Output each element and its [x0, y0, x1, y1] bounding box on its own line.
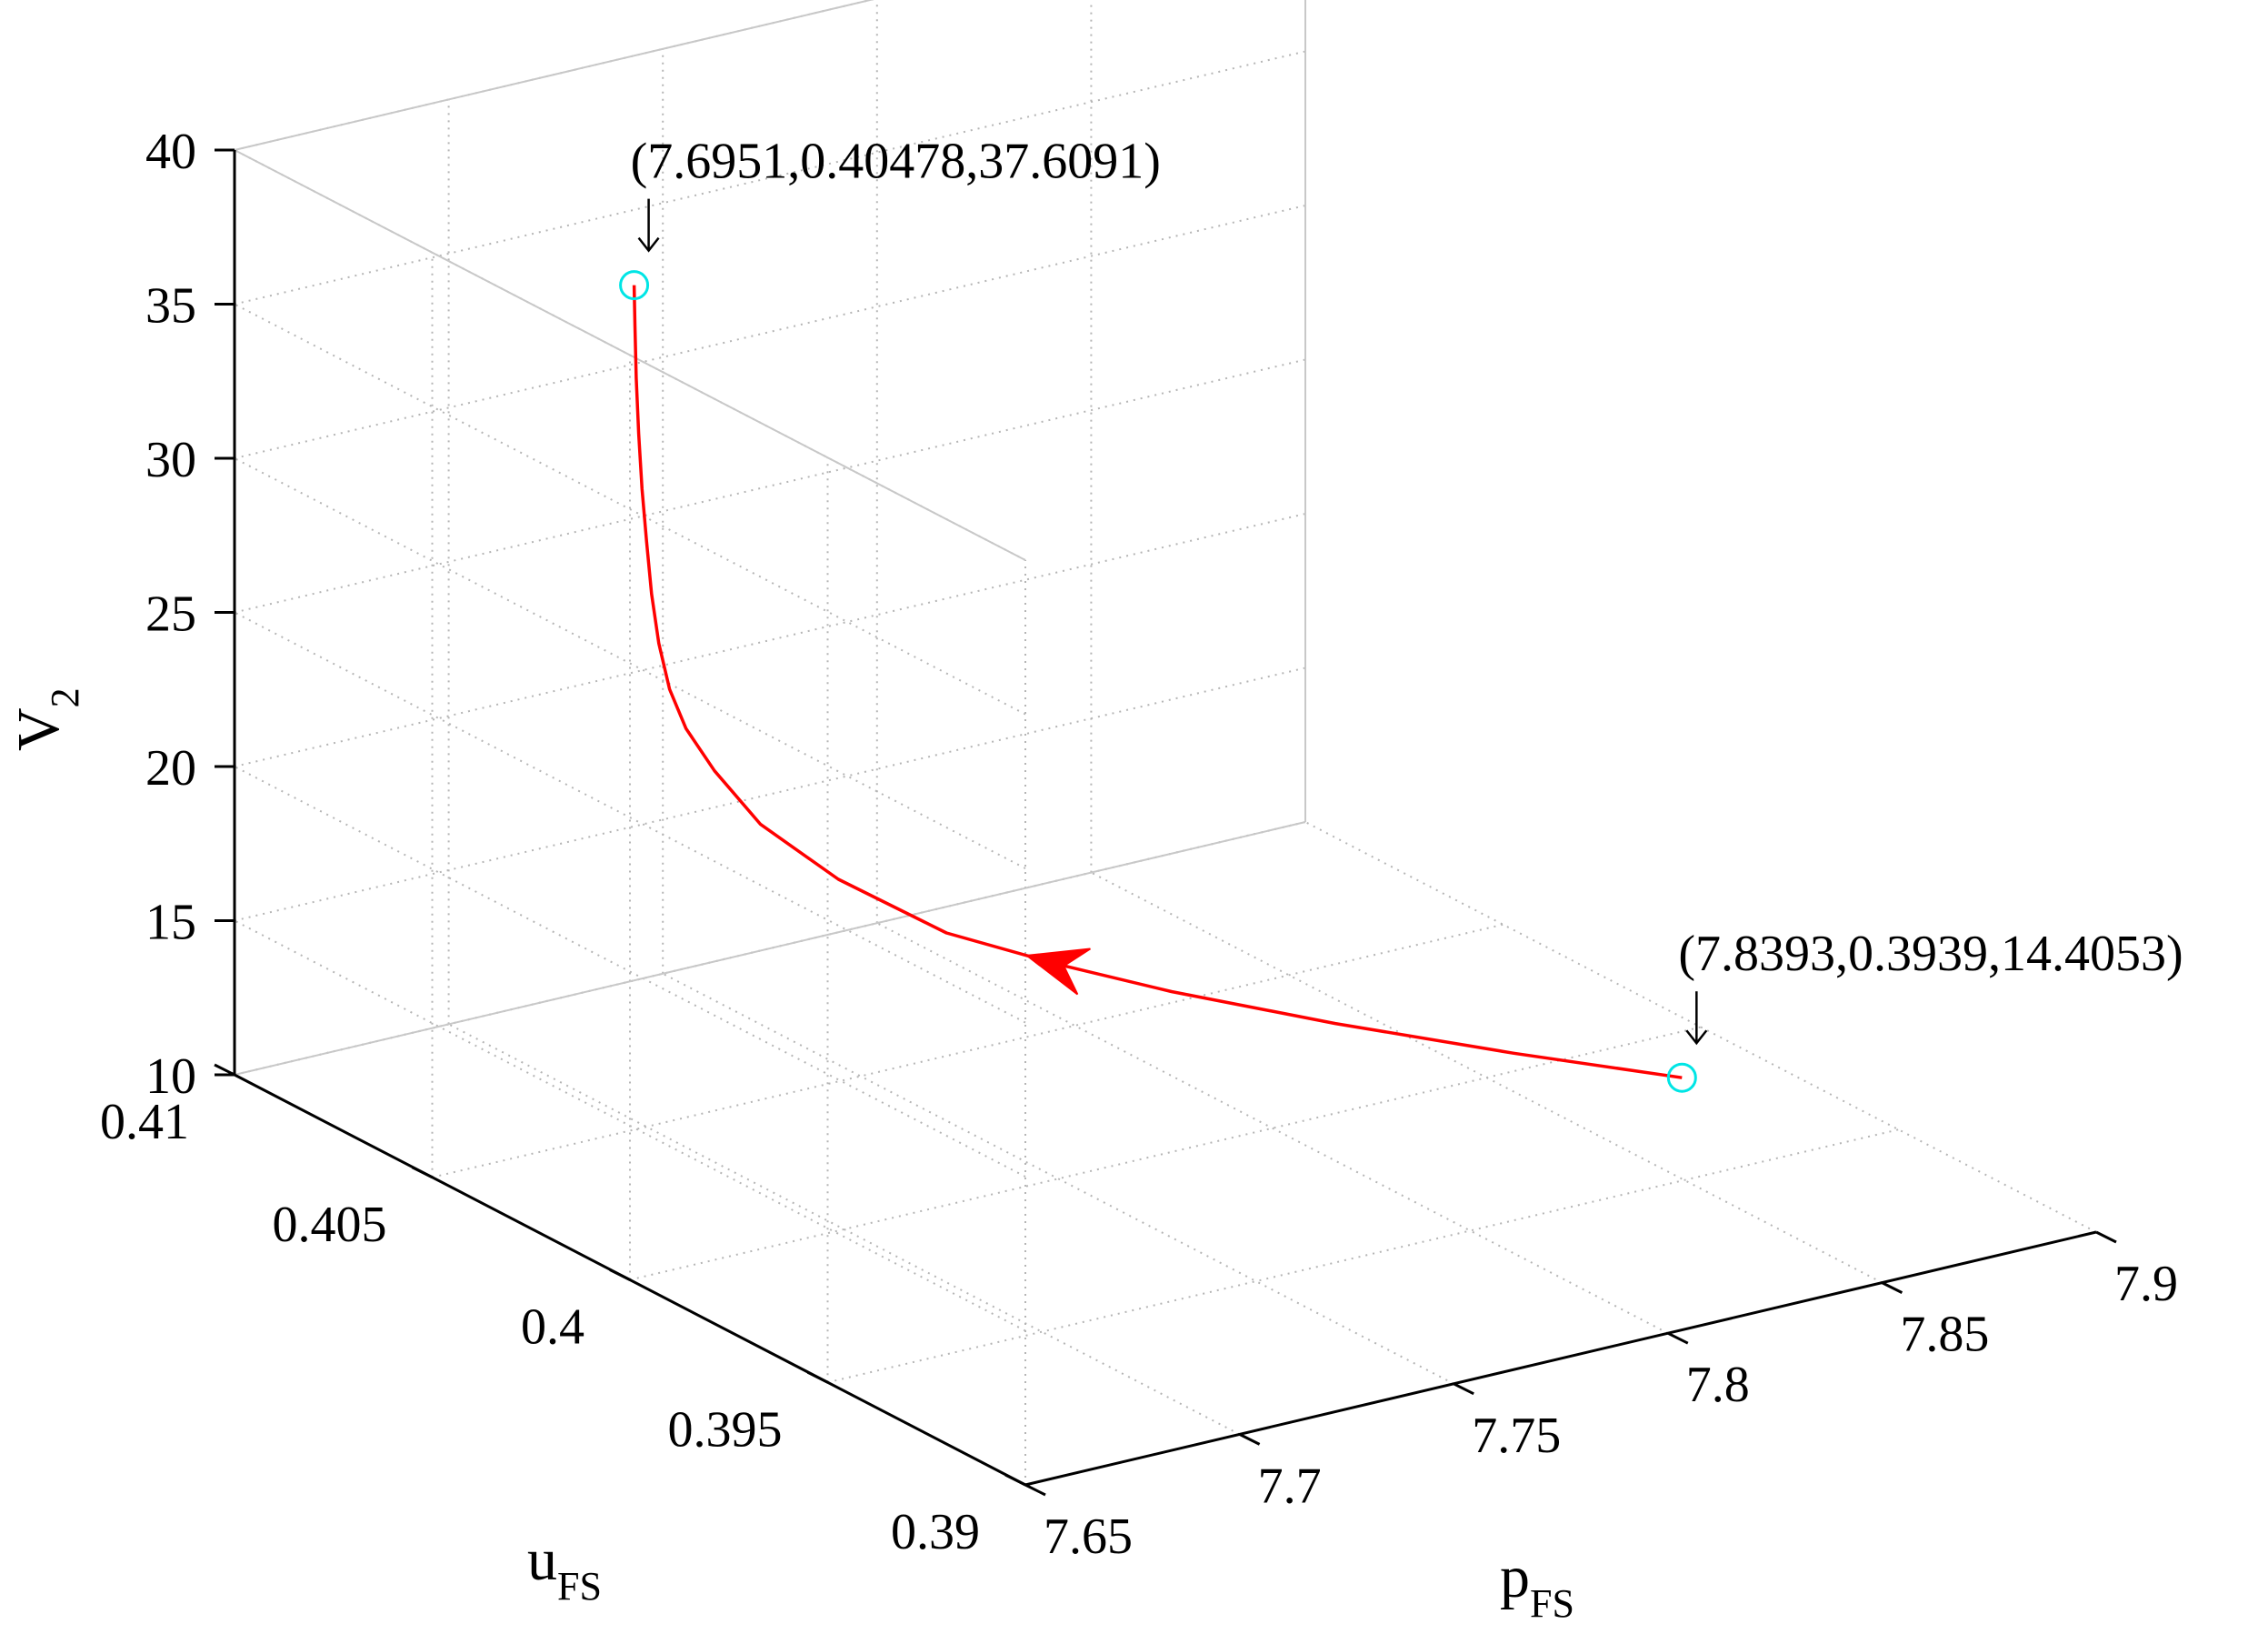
x-axis-label-subscript: FS — [1530, 1581, 1574, 1626]
grid-line-wall-right-z — [234, 50, 1306, 306]
grid-line-floor-y — [629, 1026, 1702, 1281]
z-tick-label: 30 — [145, 432, 196, 488]
axis-ticks: 10 15 20 25 30 35 40 0.39 0.395 0.4 0.405 0.41 7.65 7… — [100, 124, 2178, 1565]
z-tick-label: 20 — [145, 740, 196, 797]
grid-line-floor-x — [448, 1023, 1241, 1436]
x-tick-label: 7.85 — [1900, 1307, 1989, 1363]
y-tick-label: 0.4 — [521, 1299, 584, 1356]
y-tick — [1004, 1473, 1026, 1487]
x-tick — [2095, 1230, 2117, 1244]
point-annotation: (7.8393,0.3939,14.4053) — [1678, 926, 2183, 982]
x-tick — [1024, 1483, 1046, 1497]
annotations: (7.6951,0.40478,37.6091) (7.8393,0.3939,1… — [631, 134, 2183, 1046]
x-tick — [1881, 1281, 1903, 1294]
y-tick — [806, 1370, 829, 1384]
y-tick — [609, 1268, 631, 1281]
grid-line-wall-left-z — [234, 457, 1026, 869]
z-tick-label: 35 — [145, 278, 196, 335]
x-axis-label: pFS — [1500, 1544, 1574, 1626]
grid-line-wall-right-z — [234, 667, 1306, 922]
x-tick-label: 7.65 — [1044, 1509, 1133, 1565]
grid-line-floor-y — [432, 923, 1504, 1178]
x-tick-label: 7.7 — [1258, 1458, 1322, 1514]
y-axis-label-main: u — [527, 1527, 557, 1593]
y-axis-label-subscript: FS — [557, 1564, 602, 1609]
z-tick-label: 40 — [145, 124, 196, 180]
z-axis-label-subscript: 2 — [43, 687, 87, 707]
z-tick-label: 25 — [145, 586, 196, 643]
z-tick-label: 10 — [145, 1048, 196, 1105]
x-tick-label: 7.75 — [1472, 1408, 1561, 1464]
grid-line-wall-left-z — [234, 611, 1026, 1024]
grid-line-floor-x — [1304, 821, 2097, 1233]
point-annotation: (7.6951,0.40478,37.6091) — [631, 134, 1161, 190]
x-tick-label: 7.8 — [1686, 1357, 1750, 1413]
box-edge-top-right — [234, 0, 874, 151]
grid-line-wall-right-z — [234, 205, 1306, 459]
grid-line-floor-x — [876, 922, 1669, 1335]
x-tick — [1453, 1382, 1474, 1396]
x-axis-line — [1024, 1230, 2097, 1487]
y-axis-label: uFS — [527, 1527, 602, 1609]
grid-line-wall-right-z — [234, 0, 874, 151]
x-axis-label-main: p — [1500, 1544, 1530, 1610]
grid-line-wall-left-z — [234, 766, 1026, 1178]
grid-line-wall-right-z — [234, 358, 1306, 614]
grid-line-wall-left-z — [234, 303, 1026, 716]
grid-line-wall-left-z — [234, 919, 1026, 1332]
box-edge-floor-back — [234, 821, 1306, 1076]
end-point-marker — [619, 270, 650, 301]
z-axis-label: V2 — [5, 687, 87, 751]
z-tick-label: 15 — [145, 895, 196, 951]
grid-line-wall-right-z — [234, 513, 1306, 767]
grid-line-floor-x — [662, 972, 1454, 1385]
z-axis-label-main: V — [5, 707, 72, 751]
x-tick — [1238, 1433, 1261, 1446]
axes-box — [234, 0, 1306, 1486]
x-tick — [1667, 1331, 1689, 1345]
series-line — [632, 285, 1683, 1079]
direction-arrow — [1024, 947, 1091, 996]
x-tick-label: 7.9 — [2114, 1256, 2178, 1312]
grid-lines — [234, 0, 2097, 1486]
data-series — [619, 270, 1697, 1093]
start-point-marker — [1666, 1062, 1697, 1093]
annotation-arrow-head — [637, 236, 660, 253]
y-tick — [214, 1063, 235, 1077]
grid-line-floor-y — [827, 1128, 1899, 1384]
annotation-arrow-head — [1685, 1029, 1708, 1046]
y-tick-label: 0.39 — [891, 1504, 980, 1560]
y-tick-label: 0.405 — [273, 1197, 387, 1253]
y-tick-label: 0.395 — [668, 1401, 783, 1458]
y-tick — [411, 1166, 434, 1179]
y-tick-label: 0.41 — [100, 1094, 189, 1150]
box-edge-top-left — [234, 149, 1026, 561]
